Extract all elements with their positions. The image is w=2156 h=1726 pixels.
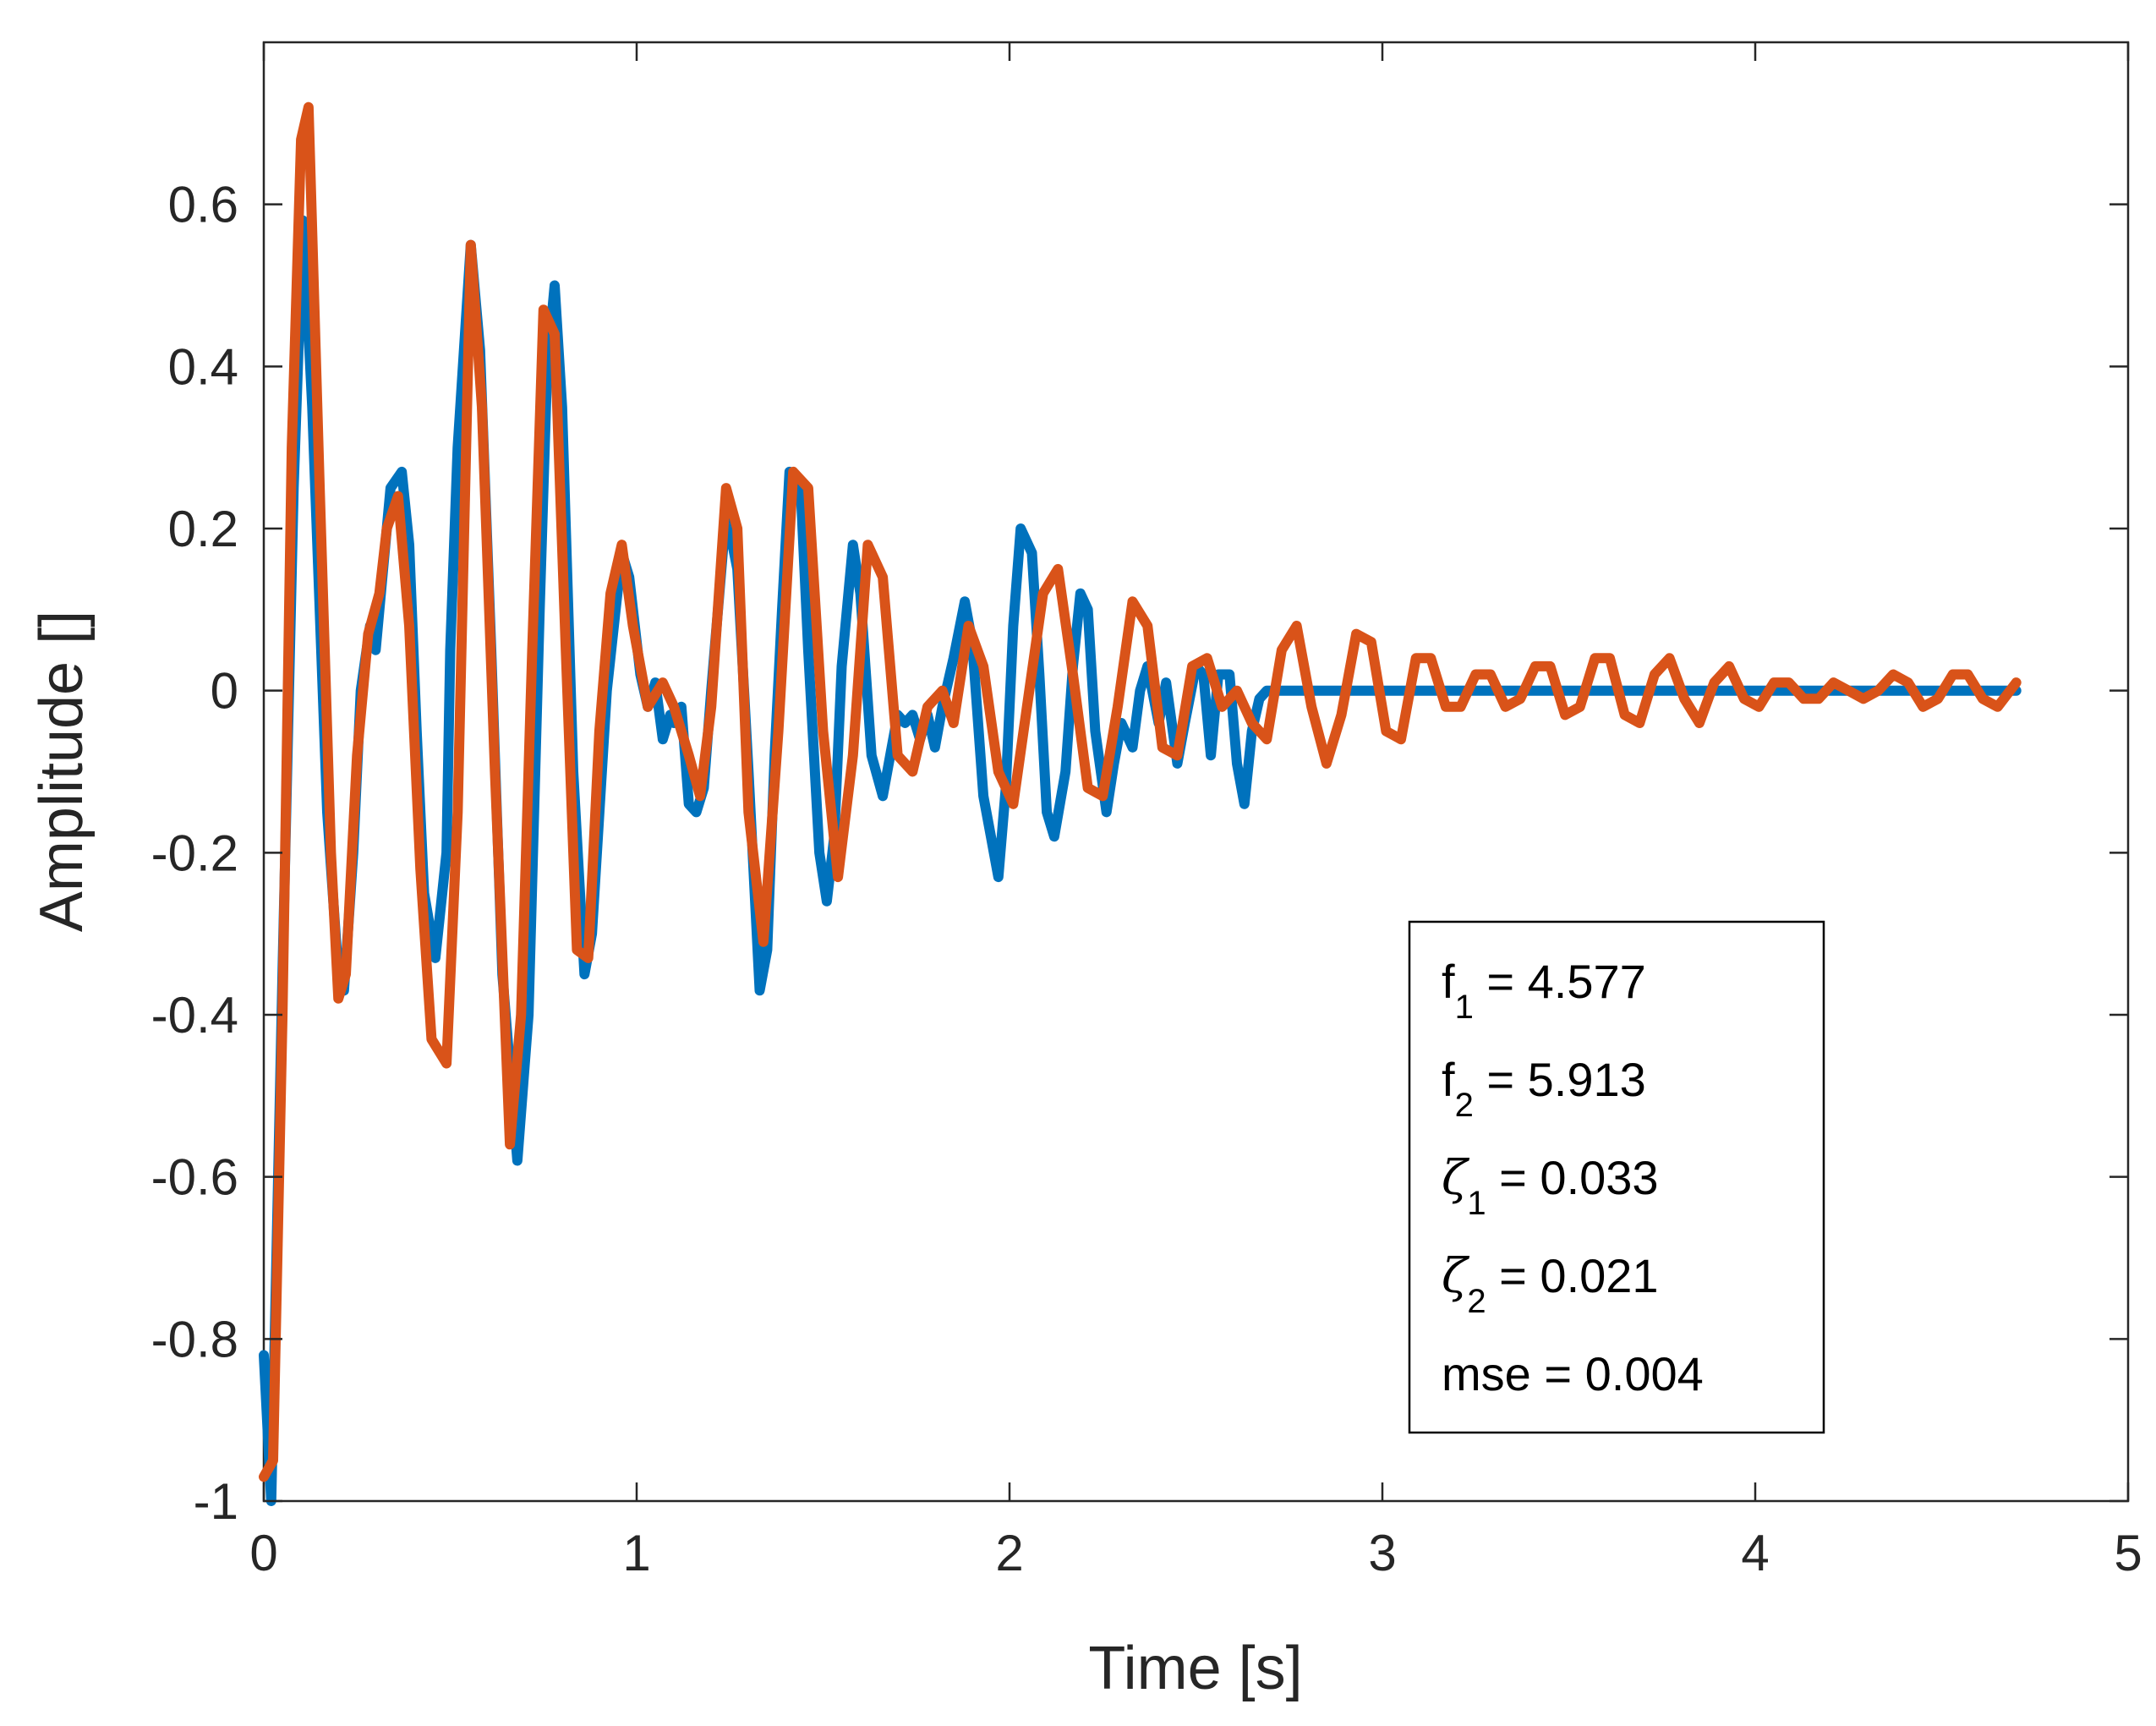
annotation-subscript: 2 [1467,1283,1486,1320]
y-tick-label: 0.6 [168,177,238,233]
annotation-subscript: 1 [1467,1185,1486,1222]
ticks-layer: 0 1 2 3 4 5 -1 -0.8 -0.6 -0.4 -0.2 0 0.2 0.4 0.6 [151,42,2142,1581]
annotation-symbol: ζ [1442,1249,1470,1304]
annotation-value: = 4.577 [1474,955,1646,1008]
annotation-symbol: f [1442,1053,1455,1106]
series-layer [259,101,2022,1506]
y-tick-label: 0 [211,663,238,720]
y-tick-label: 0.4 [168,338,238,395]
x-tick-label: 4 [1741,1525,1769,1581]
annotation-symbol: f [1442,955,1455,1008]
annotation-line: ζ2 = 0.021 [1442,1249,1659,1320]
annotation-line: f2 = 5.913 [1442,1053,1646,1124]
series-line-model [259,101,2022,1482]
annotation-subscript: 1 [1455,989,1474,1026]
plot-area [262,41,2130,1503]
annotation-value: = 0.004 [1531,1347,1704,1400]
annotation-value: = 0.021 [1486,1249,1659,1302]
x-tick-label: 5 [2114,1525,2142,1581]
annotation-subscript: 2 [1455,1087,1474,1124]
annotation-line: mse = 0.004 [1442,1347,1704,1400]
x-tick-label: 1 [622,1525,650,1581]
annotation-value: = 5.913 [1474,1053,1646,1106]
y-tick-label: 0.2 [168,501,238,557]
annotation-value: = 0.033 [1486,1151,1659,1204]
y-tick-label: -1 [194,1473,238,1530]
annotation-line: f1 = 4.577 [1442,955,1646,1026]
annotation-line: ζ1 = 0.033 [1442,1151,1659,1222]
series-line-measured [259,215,2022,1506]
y-tick-label: -0.4 [151,987,238,1044]
x-tick-label: 3 [1368,1525,1396,1581]
axes-box [262,41,2130,1503]
x-axis-title: Time [s] [1088,1635,1302,1702]
x-tick-label: 0 [249,1525,277,1581]
annotation-box-frame [1408,920,1825,1434]
x-tick-label: 2 [995,1525,1023,1581]
y-tick-label: -0.8 [151,1311,238,1367]
y-tick-label: -0.6 [151,1149,238,1206]
annotation-symbol: mse [1442,1347,1531,1400]
annotation-symbol: ζ [1442,1151,1470,1206]
y-axis-title: Amplitude [] [28,611,96,932]
y-tick-label: -0.2 [151,825,238,881]
